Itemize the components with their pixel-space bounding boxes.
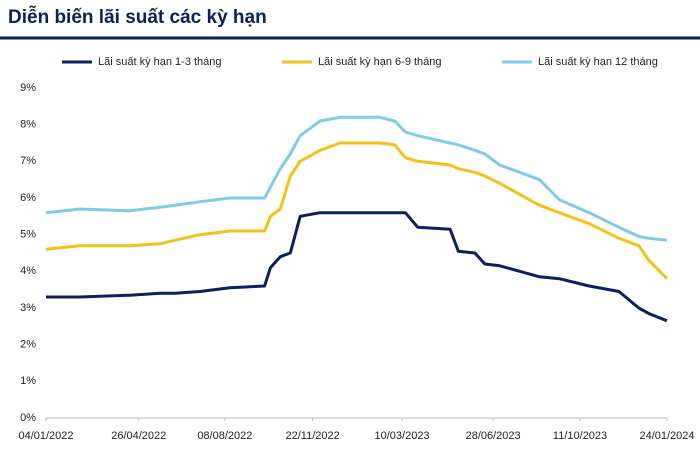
y-tick-label: 3%: [20, 302, 36, 314]
x-tick-label: 10/03/2023: [375, 430, 430, 442]
x-tick-label: 22/11/2022: [285, 430, 339, 442]
line-series: [45, 141, 669, 280]
y-tick-label: 6%: [20, 192, 36, 204]
y-tick-label: 5%: [20, 229, 36, 241]
y-tick-label: 1%: [20, 375, 36, 387]
y-tick-label: 8%: [20, 119, 36, 131]
x-tick-label: 08/08/2022: [197, 430, 252, 442]
y-tick-label: 2%: [20, 339, 36, 351]
legend-label: Lãi suất kỳ hạn 6-9 tháng: [318, 56, 442, 68]
chart-title: Diễn biến lãi suất các kỳ hạn: [8, 6, 267, 28]
legend-label: Lãi suất kỳ hạn 1-3 tháng: [98, 56, 222, 68]
x-tick-label: 28/06/2023: [466, 430, 521, 442]
y-tick-label: 4%: [20, 265, 36, 277]
x-tick-label: 11/10/2023: [553, 430, 607, 442]
x-tick-label: 26/04/2022: [111, 430, 166, 442]
y-tick-label: 0%: [20, 412, 36, 424]
x-tick-label: 04/01/2022: [18, 430, 73, 442]
y-tick-label: 9%: [20, 82, 36, 94]
x-tick-label: 24/01/2024: [639, 430, 694, 442]
line-series: [45, 115, 668, 242]
legend-label: Lãi suất kỳ hạn 12 tháng: [538, 56, 658, 68]
y-tick-label: 7%: [20, 155, 36, 167]
line-series: [46, 211, 668, 323]
